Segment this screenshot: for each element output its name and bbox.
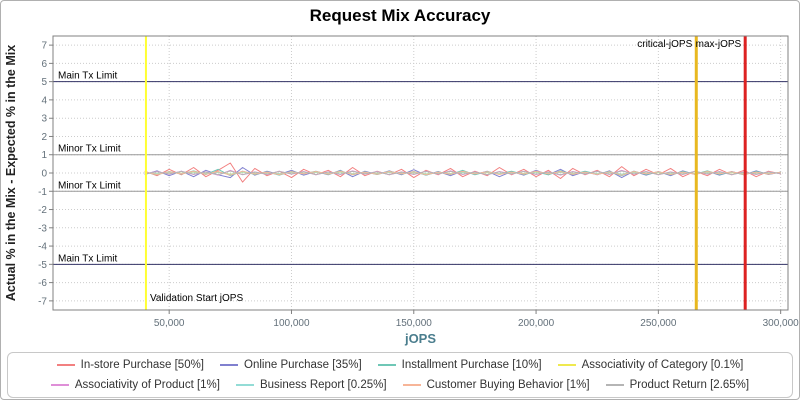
legend-item: Customer Buying Behavior [1%] xyxy=(402,376,590,394)
legend-item: In-store Purchase [50%] xyxy=(56,356,205,374)
legend-label: Online Purchase [35%] xyxy=(244,359,362,371)
legend-item: Product Return [2.65%] xyxy=(605,376,750,394)
y-tick-label: -6 xyxy=(38,278,47,289)
x-tick-label: 100,000 xyxy=(273,318,310,329)
legend-item: Installment Purchase [10%] xyxy=(377,356,542,374)
y-tick-label: 2 xyxy=(41,132,47,143)
y-tick-label: 1 xyxy=(41,150,47,161)
marker-line-label: critical-jOPS xyxy=(637,39,692,50)
plot-border xyxy=(52,35,789,311)
y-tick-label: -4 xyxy=(38,242,47,253)
legend-label: In-store Purchase [50%] xyxy=(80,359,205,371)
legend-swatch xyxy=(50,384,69,386)
y-tick-label: 7 xyxy=(41,41,47,52)
legend-label: Associativity of Category [0.1%] xyxy=(581,359,744,371)
legend-swatch xyxy=(235,384,254,386)
y-tick-label: 6 xyxy=(41,59,47,70)
marker-line-label: Validation Start jOPS xyxy=(150,293,244,304)
chart-svg: -7 -6 -5 -4 -3 -2 -1 0 1 2 3 4 5 6 7 50,000 100,000 150,0… xyxy=(4,35,800,346)
y-tick-label: -3 xyxy=(38,223,47,234)
legend-swatch xyxy=(220,364,239,366)
legend-label: Customer Buying Behavior [1%] xyxy=(426,379,590,391)
x-axis-title: jOPS xyxy=(404,331,436,346)
x-tick-label: 300,000 xyxy=(763,318,800,329)
legend: In-store Purchase [50%] Online Purchase [… xyxy=(7,352,793,398)
legend-label: Installment Purchase [10%] xyxy=(401,359,542,371)
legend-swatch xyxy=(557,364,576,366)
legend-item: Associativity of Product [1%] xyxy=(50,376,220,394)
y-tick-label: 5 xyxy=(41,77,47,88)
legend-label: Business Report [0.25%] xyxy=(259,379,387,391)
legend-item: Associativity of Category [0.1%] xyxy=(557,356,744,374)
legend-item: Business Report [0.25%] xyxy=(235,376,387,394)
x-tick-label: 250,000 xyxy=(640,318,677,329)
legend-label: Product Return [2.65%] xyxy=(629,379,750,391)
y-axis-title: Actual % in the Mix - Expected % in the … xyxy=(4,45,18,301)
x-tick-label: 50,000 xyxy=(154,318,185,329)
y-tick-label: -5 xyxy=(38,260,47,271)
x-tick-label: 200,000 xyxy=(518,318,555,329)
y-tick-label: -7 xyxy=(38,296,47,307)
y-tick-label: 3 xyxy=(41,114,47,125)
y-tick-label: 4 xyxy=(41,95,47,106)
legend-item: Online Purchase [35%] xyxy=(220,356,362,374)
x-tick-label: 150,000 xyxy=(396,318,433,329)
legend-swatch xyxy=(56,364,75,366)
reference-line-label: Minor Tx Limit xyxy=(58,144,121,155)
y-tick-label: -1 xyxy=(38,187,47,198)
legend-label: Associativity of Product [1%] xyxy=(74,379,220,391)
y-tick-label: 0 xyxy=(41,169,47,180)
legend-swatch xyxy=(605,384,624,386)
reference-line-label: Main Tx Limit xyxy=(58,253,117,264)
reference-line-label: Minor Tx Limit xyxy=(58,180,121,191)
series-line xyxy=(144,170,781,176)
chart-title: Request Mix Accuracy xyxy=(309,6,491,25)
marker-line-label: max-jOPS xyxy=(696,39,742,50)
reference-line-label: Main Tx Limit xyxy=(58,71,117,82)
legend-swatch xyxy=(377,364,396,366)
y-tick-label: -2 xyxy=(38,205,47,216)
legend-swatch xyxy=(402,384,421,386)
